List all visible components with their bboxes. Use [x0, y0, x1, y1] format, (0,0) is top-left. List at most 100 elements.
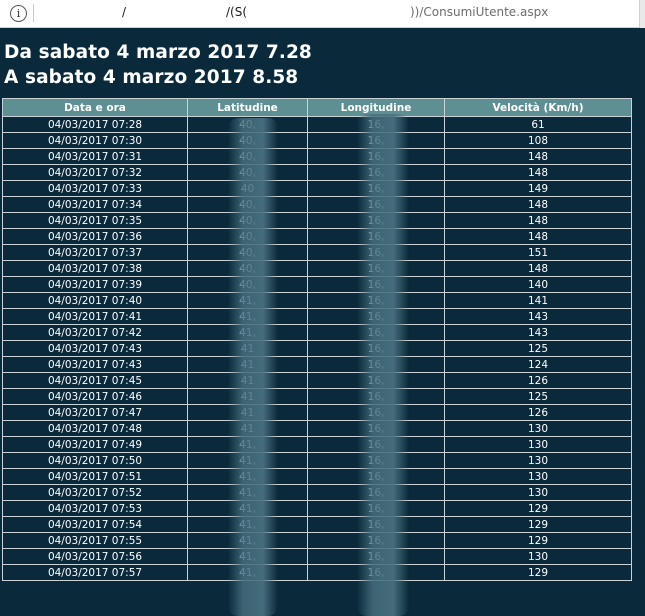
table-row: 04/03/2017 07:3040,16,108 [2, 132, 632, 149]
table-row: 04/03/2017 07:434116,124 [2, 356, 632, 373]
cell-speed: 130 [444, 436, 632, 453]
cell-datetime: 04/03/2017 07:37 [2, 244, 188, 261]
browser-address-bar[interactable]: i / /(S( ))/ConsumiUtente.aspx [0, 0, 645, 28]
column-header-longitude: Longitudine [307, 98, 445, 117]
cell-speed: 148 [444, 228, 632, 245]
cell-speed: 148 [444, 164, 632, 181]
table-row: 04/03/2017 07:434116,125 [2, 340, 632, 357]
table-row: 04/03/2017 07:3540,16,148 [2, 212, 632, 229]
cell-datetime: 04/03/2017 07:38 [2, 260, 188, 277]
cell-speed: 130 [444, 484, 632, 501]
cell-datetime: 04/03/2017 07:47 [2, 404, 188, 421]
table-row: 04/03/2017 07:474116,126 [2, 404, 632, 421]
info-icon[interactable]: i [10, 5, 27, 22]
cell-speed: 148 [444, 196, 632, 213]
table-row: 04/03/2017 07:484116,130 [2, 420, 632, 437]
cell-datetime: 04/03/2017 07:43 [2, 340, 188, 357]
cell-speed: 130 [444, 548, 632, 565]
table-row: 04/03/2017 07:5441,16,129 [2, 516, 632, 533]
cell-speed: 148 [444, 148, 632, 165]
cell-speed: 129 [444, 532, 632, 549]
cell-datetime: 04/03/2017 07:28 [2, 116, 188, 133]
table-row: 04/03/2017 07:3740,16,151 [2, 244, 632, 261]
cell-speed: 129 [444, 564, 632, 581]
cell-speed: 130 [444, 452, 632, 469]
cell-speed: 143 [444, 308, 632, 325]
url-segment: / [122, 5, 127, 19]
redaction-blur-latitude [228, 118, 278, 616]
table-row: 04/03/2017 07:5541,16,129 [2, 532, 632, 549]
table-row: 04/03/2017 07:3440,16,148 [2, 196, 632, 213]
cell-datetime: 04/03/2017 07:43 [2, 356, 188, 373]
cell-datetime: 04/03/2017 07:52 [2, 484, 188, 501]
address-bar-divider [33, 4, 34, 22]
cell-speed: 126 [444, 404, 632, 421]
table-row: 04/03/2017 07:5641,16,130 [2, 548, 632, 565]
table-row: 04/03/2017 07:5141,16,130 [2, 468, 632, 485]
cell-datetime: 04/03/2017 07:55 [2, 532, 188, 549]
cell-speed: 125 [444, 388, 632, 405]
url-segment: /(S( [226, 5, 248, 19]
table-row: 04/03/2017 07:3640,16,148 [2, 228, 632, 245]
table-row: 04/03/2017 07:5741,16,129 [2, 564, 632, 581]
cell-datetime: 04/03/2017 07:54 [2, 516, 188, 533]
cell-datetime: 04/03/2017 07:56 [2, 548, 188, 565]
cell-speed: 151 [444, 244, 632, 261]
table-row: 04/03/2017 07:4941,16,130 [2, 436, 632, 453]
table-row: 04/03/2017 07:454116,126 [2, 372, 632, 389]
cell-datetime: 04/03/2017 07:30 [2, 132, 188, 149]
cell-speed: 129 [444, 500, 632, 517]
table-row: 04/03/2017 07:3140,16,148 [2, 148, 632, 165]
table-row: 04/03/2017 07:3240,16,148 [2, 164, 632, 181]
cell-datetime: 04/03/2017 07:40 [2, 292, 188, 309]
cell-datetime: 04/03/2017 07:36 [2, 228, 188, 245]
cell-datetime: 04/03/2017 07:48 [2, 420, 188, 437]
cell-speed: 143 [444, 324, 632, 341]
cell-datetime: 04/03/2017 07:51 [2, 468, 188, 485]
cell-speed: 140 [444, 276, 632, 293]
table-row: 04/03/2017 07:5341,16,129 [2, 500, 632, 517]
table-row: 04/03/2017 07:4141,16,143 [2, 308, 632, 325]
cell-speed: 148 [444, 260, 632, 277]
cell-datetime: 04/03/2017 07:53 [2, 500, 188, 517]
cell-datetime: 04/03/2017 07:39 [2, 276, 188, 293]
table-row: 04/03/2017 07:3940,16,140 [2, 276, 632, 293]
cell-speed: 129 [444, 516, 632, 533]
cell-speed: 141 [444, 292, 632, 309]
cell-datetime: 04/03/2017 07:33 [2, 180, 188, 197]
cell-datetime: 04/03/2017 07:45 [2, 372, 188, 389]
table-row: 04/03/2017 07:4041,16,141 [2, 292, 632, 309]
cell-datetime: 04/03/2017 07:50 [2, 452, 188, 469]
table-row: 04/03/2017 07:3840,16,148 [2, 260, 632, 277]
column-header-datetime: Data e ora [2, 98, 188, 117]
cell-datetime: 04/03/2017 07:31 [2, 148, 188, 165]
cell-datetime: 04/03/2017 07:41 [2, 308, 188, 325]
cell-datetime: 04/03/2017 07:46 [2, 388, 188, 405]
page-title-from: Da sabato 4 marzo 2017 7.28 [4, 42, 312, 63]
url-path: ))/ConsumiUtente.aspx [410, 5, 549, 19]
cell-speed: 130 [444, 468, 632, 485]
cell-datetime: 04/03/2017 07:49 [2, 436, 188, 453]
cell-speed: 125 [444, 340, 632, 357]
table-row: 04/03/2017 07:2840,16,61 [2, 116, 632, 133]
cell-datetime: 04/03/2017 07:34 [2, 196, 188, 213]
column-header-speed: Velocità (Km/h) [444, 98, 632, 117]
cell-speed: 124 [444, 356, 632, 373]
table-row: 04/03/2017 07:5241,16,130 [2, 484, 632, 501]
cell-speed: 148 [444, 212, 632, 229]
table-header-row: Data e ora Latitudine Longitudine Veloci… [2, 98, 632, 117]
cell-speed: 61 [444, 116, 632, 133]
cell-datetime: 04/03/2017 07:57 [2, 564, 188, 581]
table-row: 04/03/2017 07:464116,125 [2, 388, 632, 405]
cell-datetime: 04/03/2017 07:42 [2, 324, 188, 341]
window-edge [639, 0, 645, 28]
table-row: 04/03/2017 07:5041,16,130 [2, 452, 632, 469]
cell-speed: 108 [444, 132, 632, 149]
cell-datetime: 04/03/2017 07:32 [2, 164, 188, 181]
cell-speed: 130 [444, 420, 632, 437]
cell-speed: 149 [444, 180, 632, 197]
page-title-to: A sabato 4 marzo 2017 8.58 [4, 67, 299, 88]
consumption-table: Data e ora Latitudine Longitudine Veloci… [2, 98, 632, 581]
redaction-blur-longitude [357, 114, 409, 616]
cell-datetime: 04/03/2017 07:35 [2, 212, 188, 229]
